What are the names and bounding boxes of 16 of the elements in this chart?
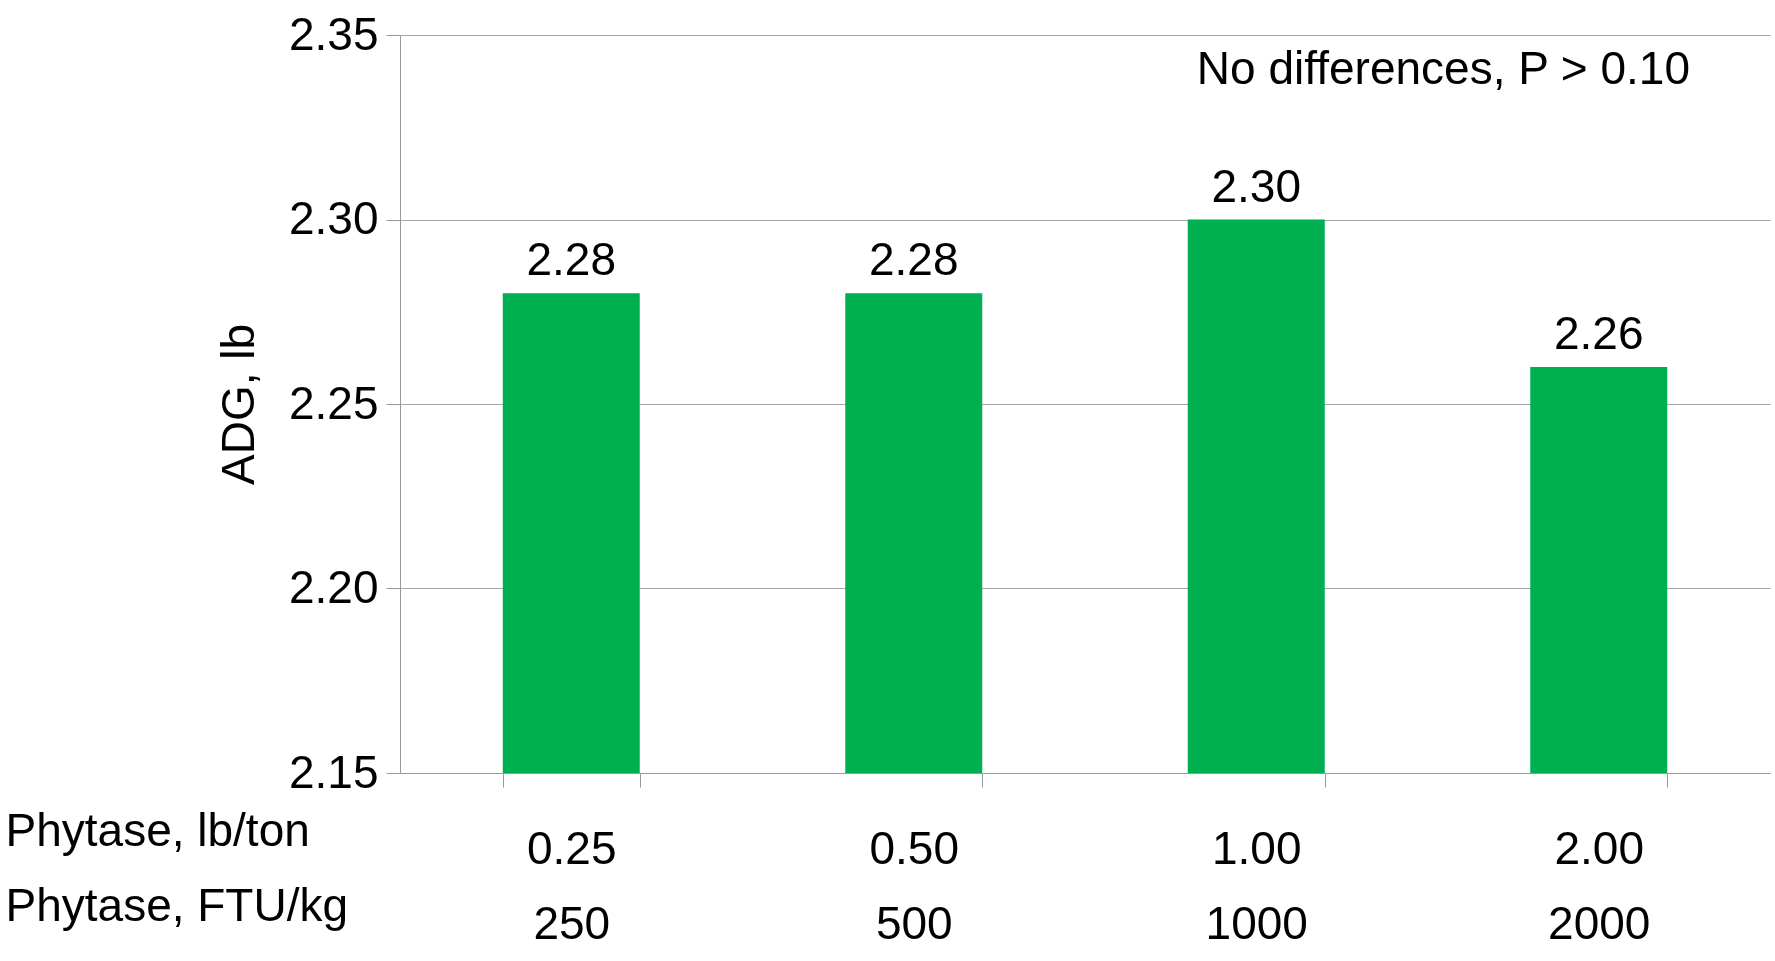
x-axis-title: Phytase, lb/ton Phytase, FTU/kg xyxy=(5,803,349,931)
y-tick-label: 2.15 xyxy=(288,745,379,798)
y-tick-label: 2.35 xyxy=(288,7,379,60)
annotation: No differences, P > 0.10 xyxy=(1196,42,1690,94)
y-tick-label: 2.30 xyxy=(288,192,379,244)
y-tick-label: 2.20 xyxy=(288,561,379,613)
x-tick-label: 0.50 500 xyxy=(869,821,960,949)
x-tick-label: 0.25 250 xyxy=(526,821,617,949)
x-tick-label: 1.00 1000 xyxy=(1205,821,1308,949)
data-label: 2.26 xyxy=(1553,307,1644,360)
y-tick-label: 2.25 xyxy=(288,376,379,429)
y-axis-title: ADG, lb xyxy=(211,323,264,486)
data-label: 2.28 xyxy=(868,233,959,286)
x-tick-label: 2.00 2000 xyxy=(1548,821,1651,949)
data-label: 2.28 xyxy=(526,233,617,286)
data-label: 2.30 xyxy=(1211,159,1302,212)
